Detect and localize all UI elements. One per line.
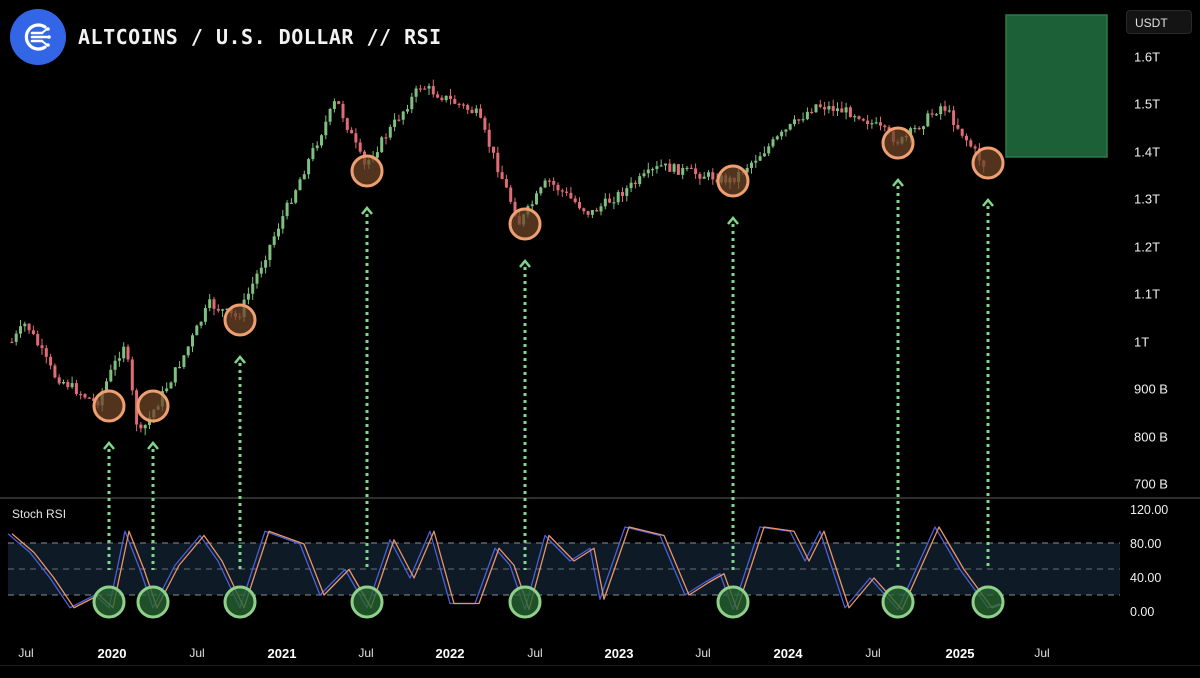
pane-divider[interactable] xyxy=(0,497,1200,499)
arrow-up-icon xyxy=(147,441,159,450)
signal-markers xyxy=(92,126,1005,619)
price-axis-label: 800 B xyxy=(1134,429,1168,445)
time-axis-label: Jul xyxy=(358,646,374,660)
rsi-axis-label: 80.00 xyxy=(1130,537,1162,551)
arrow-up-icon xyxy=(727,216,739,225)
time-axis-label: Jul xyxy=(1034,646,1050,660)
price-axis-label: 900 B xyxy=(1134,381,1168,397)
time-axis-label: Jul xyxy=(189,646,205,660)
price-axis-label: 1.3T xyxy=(1134,191,1161,207)
arrow-up-icon xyxy=(103,441,115,450)
target-zone xyxy=(1005,14,1108,158)
price-low-marker xyxy=(508,207,542,241)
chart-title: ALTCOINS / U.S. DOLLAR // RSI xyxy=(78,25,442,49)
time-axis-border xyxy=(0,665,1200,666)
arrow-up-icon xyxy=(982,198,994,207)
arrow-up-icon xyxy=(519,259,531,268)
arrow-up-icon xyxy=(361,206,373,215)
price-low-marker xyxy=(92,389,126,423)
currency-selector[interactable]: USDT xyxy=(1126,10,1192,34)
price-axis-label: 700 B xyxy=(1134,476,1168,492)
candlestick-series xyxy=(10,79,986,436)
price-low-marker xyxy=(881,126,915,160)
time-axis-label: Jul xyxy=(527,646,543,660)
time-axis-label: 2025 xyxy=(945,646,975,661)
arrow-up-icon xyxy=(234,355,246,364)
rsi-oversold-marker xyxy=(136,585,170,619)
time-axis-label: Jul xyxy=(18,646,34,660)
brand-logo-icon xyxy=(10,9,66,65)
time-axis-label: 2021 xyxy=(267,646,297,661)
price-axis-label: 1.6T xyxy=(1134,49,1161,65)
price-low-marker xyxy=(971,146,1005,180)
price-axis-label: 1.1T xyxy=(1134,286,1161,302)
chart-header: ALTCOINS / U.S. DOLLAR // RSI xyxy=(10,9,442,65)
rsi-oversold-marker xyxy=(971,585,1005,619)
rsi-axis-label: 40.00 xyxy=(1130,571,1162,585)
time-axis-label: 2020 xyxy=(97,646,127,661)
rsi-axis-label: 120.00 xyxy=(1130,503,1169,517)
rsi-oversold-marker xyxy=(92,585,126,619)
price-axis-label: 1.2T xyxy=(1134,239,1161,255)
price-low-marker xyxy=(716,164,750,198)
arrow-up-icon xyxy=(892,178,904,187)
price-low-marker xyxy=(350,154,384,188)
rsi-oversold-marker xyxy=(508,585,542,619)
time-axis-label: 2022 xyxy=(435,646,465,661)
time-axis-label: Jul xyxy=(865,646,881,660)
rsi-oversold-marker xyxy=(881,585,915,619)
rsi-oversold-marker xyxy=(223,585,257,619)
time-axis-label: 2023 xyxy=(604,646,634,661)
rsi-oversold-marker xyxy=(350,585,384,619)
price-low-marker xyxy=(136,389,170,423)
time-axis-label: Jul xyxy=(695,646,711,660)
time-axis-label: 2024 xyxy=(773,646,803,661)
price-axis-label: 1.5T xyxy=(1134,96,1161,112)
price-low-marker xyxy=(223,303,257,337)
rsi-axis-label: 0.00 xyxy=(1130,605,1155,619)
rsi-oversold-marker xyxy=(716,585,750,619)
price-axis-label: 1T xyxy=(1134,334,1150,350)
indicator-title: Stoch RSI xyxy=(12,507,67,521)
price-axis-label: 1.4T xyxy=(1134,144,1161,160)
